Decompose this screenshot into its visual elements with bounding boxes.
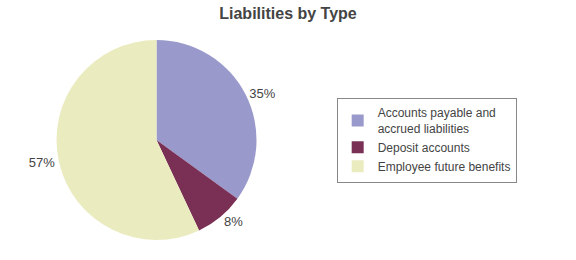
svg-text:8%: 8%: [224, 214, 243, 229]
svg-text:Employee future benefits: Employee future benefits: [378, 160, 511, 174]
svg-text:Accounts payable andaccrued li: Accounts payable andaccrued liabilities: [378, 106, 496, 136]
svg-text:35%: 35%: [249, 86, 275, 101]
svg-text:Liabilities by Type: Liabilities by Type: [219, 5, 357, 22]
svg-text:Deposit accounts: Deposit accounts: [378, 141, 470, 155]
svg-text:57%: 57%: [29, 155, 55, 170]
